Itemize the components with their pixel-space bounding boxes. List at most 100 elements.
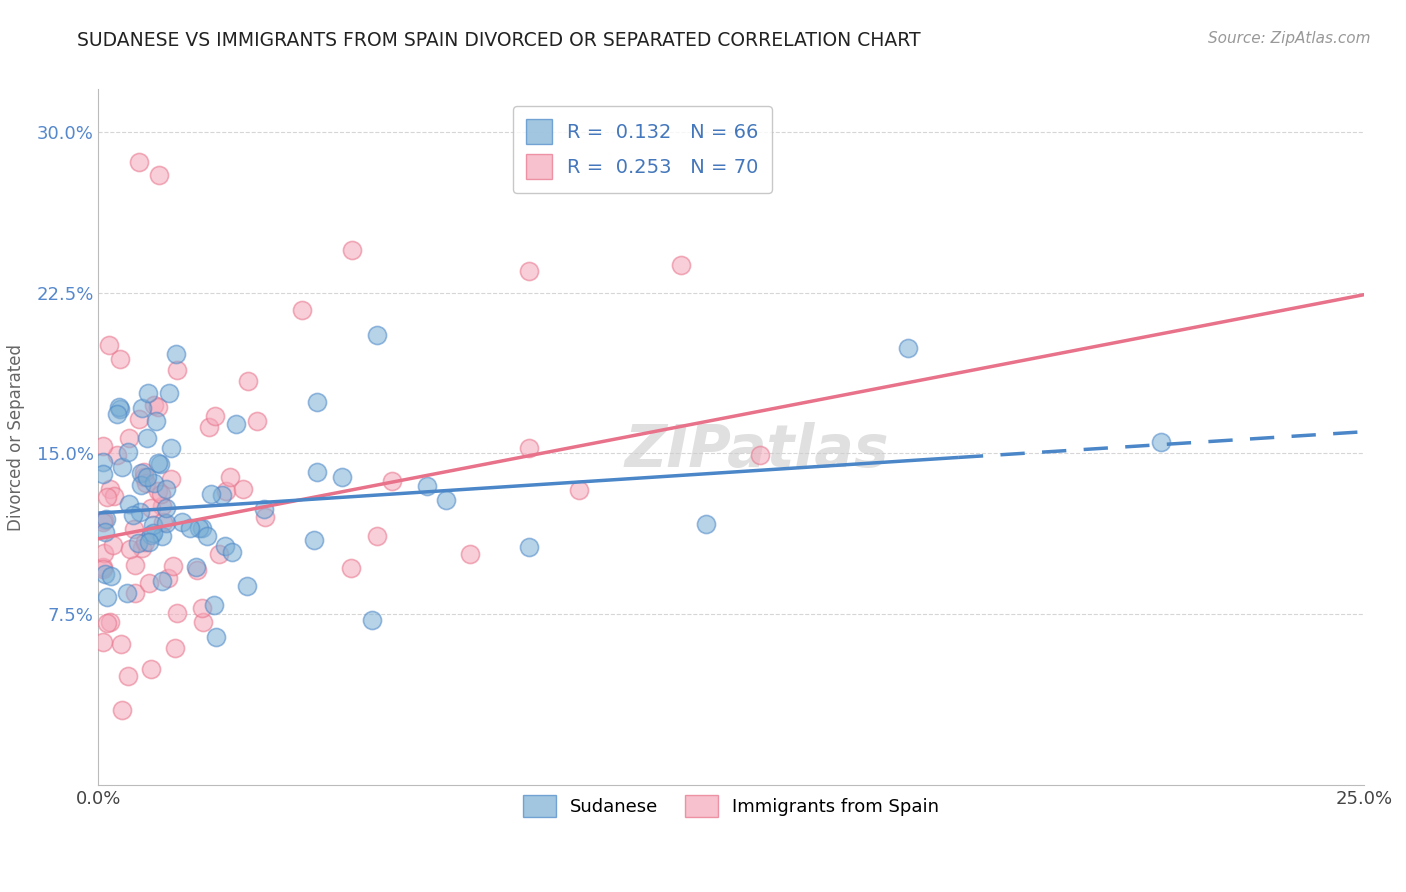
Point <box>103 489 125 503</box>
Legend: R =  0.132   N = 66, R =  0.253   N = 70: R = 0.132 N = 66, R = 0.253 N = 70 <box>513 106 772 193</box>
Point <box>111 459 134 474</box>
Point <box>219 470 242 484</box>
Point <box>191 521 214 535</box>
Point <box>93 516 115 530</box>
Point <box>165 347 187 361</box>
Point <box>221 545 243 559</box>
Point <box>307 395 329 409</box>
Point <box>100 568 122 582</box>
Point <box>381 474 404 488</box>
Point <box>198 420 221 434</box>
Point <box>93 513 115 527</box>
Point <box>162 559 184 574</box>
Point <box>236 374 259 388</box>
Point <box>225 417 247 431</box>
Point <box>160 441 183 455</box>
Point <box>188 521 211 535</box>
Point <box>179 521 201 535</box>
Point <box>146 457 169 471</box>
Point <box>155 500 177 515</box>
Point <box>117 445 139 459</box>
Point <box>100 483 122 497</box>
Point <box>128 412 150 426</box>
Point <box>132 469 155 483</box>
Point <box>190 600 212 615</box>
Point <box>93 546 115 560</box>
Point <box>105 448 128 462</box>
Point <box>115 586 138 600</box>
Point <box>96 490 118 504</box>
Point <box>517 264 540 278</box>
Point <box>111 703 134 717</box>
Point <box>304 533 326 547</box>
Point <box>214 540 236 554</box>
Point <box>155 516 177 530</box>
Text: SUDANESE VS IMMIGRANTS FROM SPAIN DIVORCED OR SEPARATED CORRELATION CHART: SUDANESE VS IMMIGRANTS FROM SPAIN DIVORC… <box>77 31 921 50</box>
Point <box>163 640 186 655</box>
Point <box>98 615 121 629</box>
Point <box>148 168 170 182</box>
Point <box>93 559 115 574</box>
Point <box>232 483 254 497</box>
Point <box>148 400 170 414</box>
Point <box>96 590 118 604</box>
Point <box>340 243 363 257</box>
Text: ZIPatlas: ZIPatlas <box>624 423 889 480</box>
Point <box>1150 435 1173 450</box>
Point <box>108 400 131 414</box>
Point <box>96 615 118 630</box>
Point <box>101 538 124 552</box>
Point <box>145 414 167 428</box>
Point <box>93 525 115 540</box>
Point <box>129 505 152 519</box>
Point <box>246 414 269 428</box>
Point <box>118 431 141 445</box>
Point <box>93 467 115 481</box>
Point <box>139 662 162 676</box>
Point <box>166 606 188 620</box>
Point <box>669 258 692 272</box>
Point <box>517 441 540 455</box>
Point <box>124 523 146 537</box>
Point <box>150 529 173 543</box>
Point <box>138 575 160 590</box>
Point <box>897 341 920 355</box>
Point <box>142 517 165 532</box>
Point <box>366 328 388 343</box>
Point <box>110 637 132 651</box>
Point <box>118 497 141 511</box>
Point <box>127 536 149 550</box>
Point <box>94 512 117 526</box>
Point <box>124 586 146 600</box>
Point <box>149 486 172 500</box>
Point <box>191 615 214 629</box>
Point <box>416 479 439 493</box>
Point <box>458 547 481 561</box>
Point <box>129 466 152 480</box>
Point <box>200 487 222 501</box>
Point <box>517 540 540 554</box>
Point <box>136 470 159 484</box>
Point <box>105 407 128 421</box>
Point <box>166 362 188 376</box>
Point <box>195 529 218 543</box>
Point <box>155 482 177 496</box>
Point <box>94 566 117 581</box>
Point <box>204 630 226 644</box>
Point <box>146 483 169 498</box>
Point <box>170 515 193 529</box>
Point <box>93 562 115 576</box>
Point <box>305 466 328 480</box>
Point <box>124 558 146 572</box>
Point <box>93 455 115 469</box>
Point <box>186 563 208 577</box>
Text: Source: ZipAtlas.com: Source: ZipAtlas.com <box>1208 31 1371 46</box>
Point <box>128 155 150 169</box>
Point <box>139 528 162 542</box>
Point <box>204 409 226 423</box>
Point <box>121 508 143 522</box>
Point <box>434 493 457 508</box>
Point <box>152 515 174 529</box>
Point <box>134 465 156 479</box>
Point <box>93 635 115 649</box>
